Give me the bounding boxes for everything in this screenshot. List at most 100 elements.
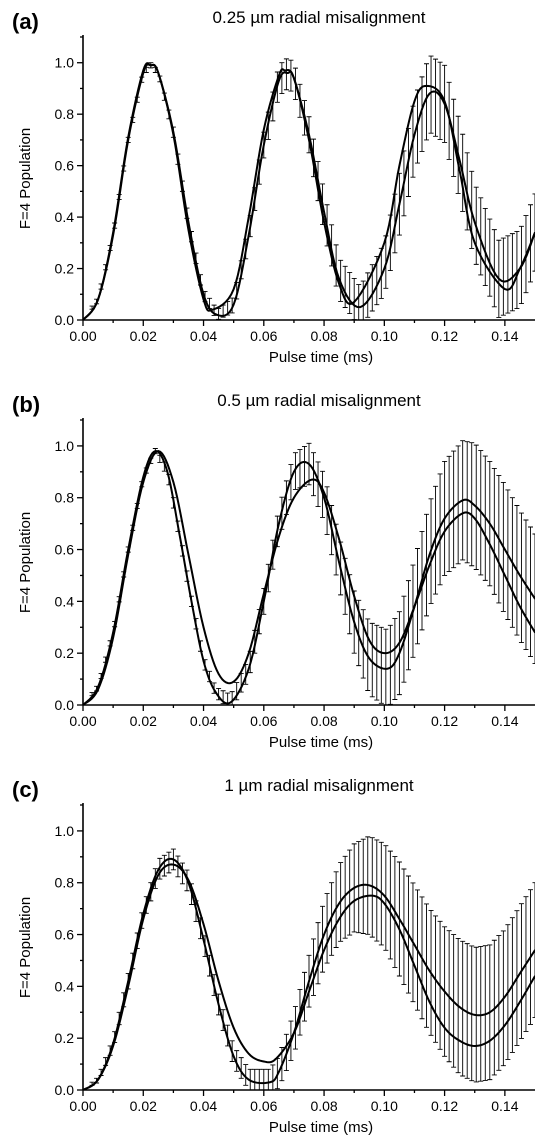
data-point [232, 303, 235, 306]
error-bar [500, 237, 506, 316]
data-point [473, 504, 476, 507]
x-tick-label: 0.14 [491, 328, 518, 344]
data-point [157, 450, 160, 452]
data-point [338, 283, 340, 285]
data-point [323, 221, 325, 224]
data-point [172, 863, 175, 866]
x-tick-label: 0.04 [190, 713, 217, 729]
data-point [504, 288, 506, 290]
data-point [172, 133, 175, 136]
data-point [216, 314, 218, 316]
data-point [338, 278, 340, 280]
error-bar [225, 692, 231, 705]
data-point [371, 894, 374, 897]
data-point [489, 522, 491, 525]
error-bar [446, 455, 452, 573]
y-tick-label: 1.0 [55, 438, 75, 454]
data-point [368, 657, 371, 660]
data-point [157, 868, 160, 871]
series-points-1 [83, 450, 535, 705]
error-bar [279, 62, 285, 95]
panel-label: (b) [12, 392, 40, 417]
data-point [323, 211, 325, 213]
error-bar [482, 945, 488, 1081]
data-point [142, 918, 145, 920]
data-point [187, 229, 190, 231]
data-point [293, 471, 295, 473]
error-bar [256, 1068, 262, 1090]
error-bar [161, 854, 167, 877]
chart-title: 0.5 µm radial misalignment [217, 391, 421, 410]
data-point [263, 128, 265, 131]
data-point [461, 499, 464, 502]
x-tick-label: 0.00 [69, 713, 96, 729]
data-point [353, 887, 356, 889]
data-point [443, 1027, 446, 1029]
error-bar [419, 76, 425, 152]
error-bar [301, 445, 307, 487]
x-tick-label: 0.02 [130, 328, 157, 344]
error-bar [455, 445, 461, 565]
series-line-1 [83, 63, 535, 320]
data-point [202, 923, 205, 925]
y-tick-label: 0.4 [55, 978, 75, 994]
data-point [187, 879, 190, 881]
data-point [247, 1052, 250, 1055]
data-point [353, 595, 356, 597]
error-bars [89, 55, 535, 320]
plot-area [83, 55, 535, 320]
data-point [368, 639, 371, 642]
data-point [293, 496, 295, 499]
data-point [229, 701, 232, 704]
data-point [97, 298, 99, 301]
x-tick-label: 0.08 [310, 1098, 337, 1114]
data-point [413, 100, 416, 103]
x-tick-label: 0.14 [491, 1098, 518, 1114]
x-tick-label: 0.12 [431, 328, 458, 344]
data-point [269, 1081, 271, 1084]
plot-area [83, 836, 535, 1090]
error-bar [437, 61, 443, 140]
x-tick-label: 0.10 [371, 328, 398, 344]
data-point [353, 621, 356, 623]
panel-b: (b) 0.5 µm radial misalignment 0.0 0.2 0.4 0.… [12, 391, 535, 751]
data-point [383, 267, 386, 270]
data-point [278, 522, 280, 525]
data-point [519, 605, 521, 608]
data-point [413, 944, 416, 946]
data-point [150, 64, 152, 67]
error-bar [478, 197, 484, 276]
y-axis-label: F=4 Population [17, 128, 34, 229]
data-point [284, 69, 286, 72]
y-tick-label: 0.2 [55, 1030, 75, 1046]
error-bar [392, 618, 398, 700]
data-point [311, 478, 313, 481]
data-point [217, 673, 220, 675]
error-bar [424, 63, 430, 141]
error-bar [270, 1064, 276, 1090]
error-bar [315, 461, 321, 507]
error-bars [89, 836, 535, 1090]
y-tick-label: 0.0 [55, 312, 75, 328]
error-bar [238, 1057, 244, 1079]
data-point [428, 1001, 431, 1003]
data-point [217, 1003, 220, 1006]
data-point [217, 980, 220, 982]
data-point [443, 990, 446, 993]
data-point [142, 69, 145, 72]
data-point [461, 512, 464, 515]
data-point [383, 242, 386, 244]
data-point [172, 858, 175, 861]
error-bar [356, 841, 362, 934]
y-tick-label: 0.6 [55, 927, 75, 943]
data-point [504, 1024, 506, 1027]
data-point [386, 667, 389, 670]
y-tick-label: 0.6 [55, 158, 75, 174]
y-tick-label: 1.0 [55, 55, 75, 71]
data-point [142, 481, 145, 483]
x-tick-label: 0.02 [130, 713, 157, 729]
data-point [187, 553, 190, 556]
data-point [263, 592, 265, 595]
data-point [398, 928, 401, 931]
data-point [519, 267, 521, 270]
